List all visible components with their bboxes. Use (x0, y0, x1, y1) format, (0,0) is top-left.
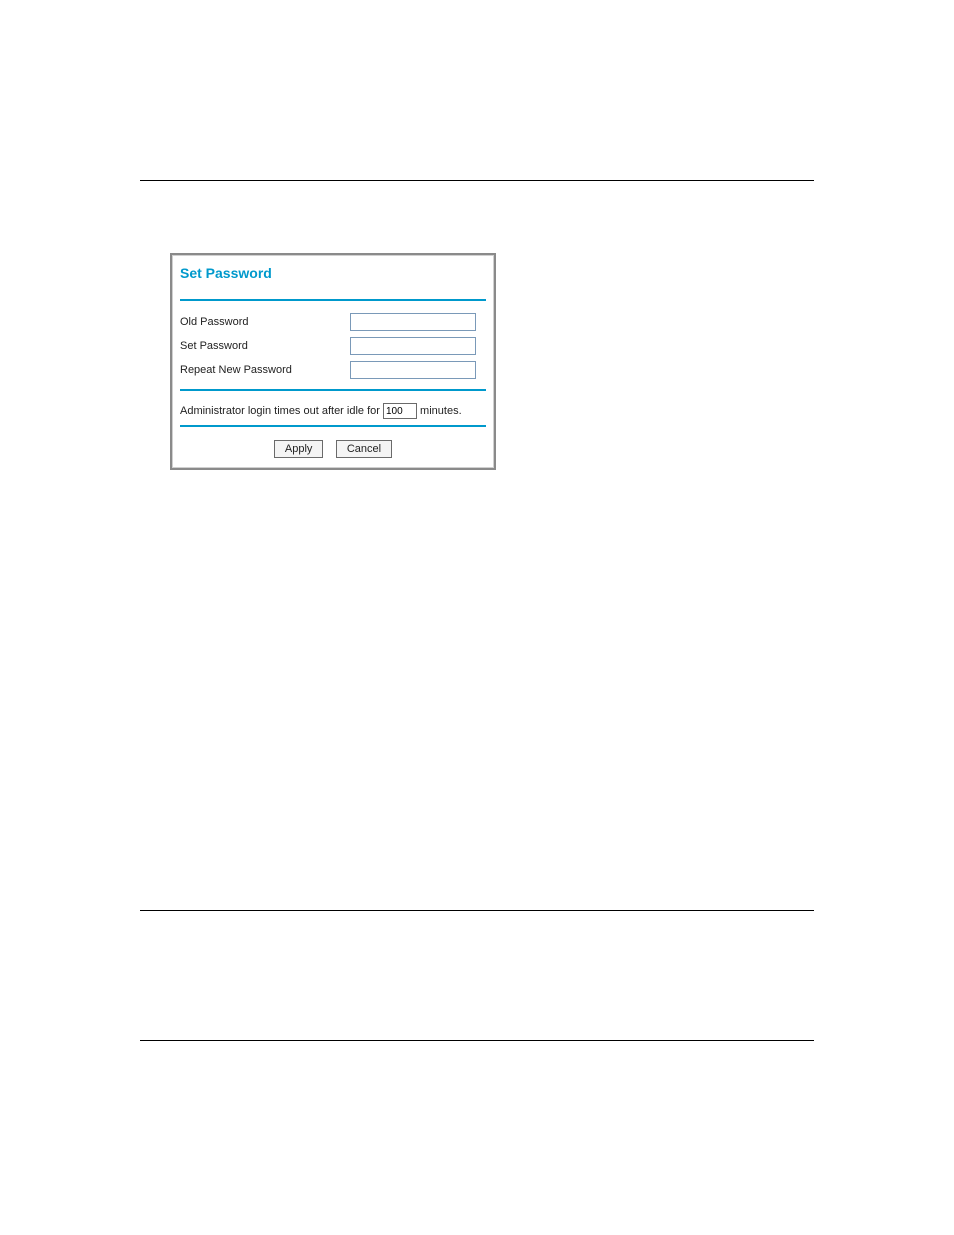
panel-title: Set Password (180, 265, 486, 281)
timeout-row: Administrator login times out after idle… (180, 403, 486, 419)
set-password-input[interactable] (350, 337, 476, 355)
apply-button[interactable]: Apply (274, 440, 324, 458)
page: Set Password Old Password Set Password R… (0, 0, 954, 1235)
set-password-panel: Set Password Old Password Set Password R… (170, 253, 496, 470)
form-row-set-password: Set Password (180, 337, 486, 355)
panel-divider-bottom (180, 425, 486, 427)
form-row-old-password: Old Password (180, 313, 486, 331)
horizontal-rule (140, 910, 814, 911)
timeout-prefix: Administrator login times out after idle… (180, 405, 380, 417)
form-row-repeat-password: Repeat New Password (180, 361, 486, 379)
old-password-label: Old Password (180, 316, 350, 328)
repeat-password-input[interactable] (350, 361, 476, 379)
panel-divider-top (180, 299, 486, 301)
set-password-label: Set Password (180, 340, 350, 352)
horizontal-rule (140, 180, 814, 181)
button-row: Apply Cancel (180, 439, 486, 458)
timeout-input[interactable] (383, 403, 417, 419)
panel-divider-mid (180, 389, 486, 391)
timeout-suffix: minutes. (420, 405, 462, 417)
old-password-input[interactable] (350, 313, 476, 331)
cancel-button[interactable]: Cancel (336, 440, 392, 458)
repeat-password-label: Repeat New Password (180, 364, 350, 376)
horizontal-rule (140, 1040, 814, 1041)
